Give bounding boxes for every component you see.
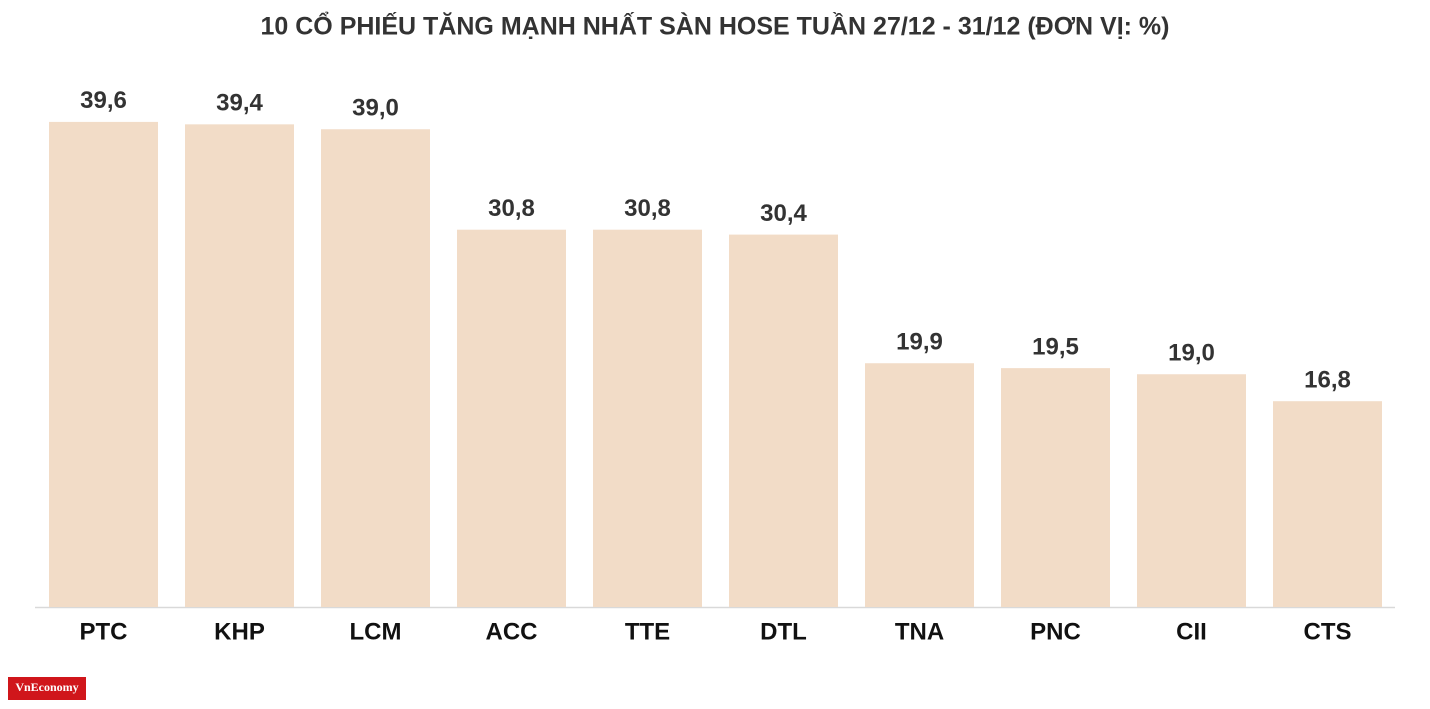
value-label: 39,0: [352, 95, 399, 122]
bar: [1137, 374, 1246, 607]
logo: VnEconomy: [15, 680, 78, 694]
x-tick-label: KHP: [214, 618, 265, 645]
x-tick-label: DTL: [760, 618, 807, 645]
x-tick-label: CII: [1176, 618, 1207, 645]
x-tick-label: TTE: [625, 618, 670, 645]
bar: [865, 363, 974, 607]
bar: [457, 229, 566, 607]
x-tick-label: ACC: [486, 618, 538, 645]
x-tick-label: PNC: [1030, 618, 1081, 645]
value-label: 30,4: [760, 200, 807, 227]
x-tick-label: PTC: [80, 618, 128, 645]
bar: [1273, 401, 1382, 607]
value-label: 19,9: [896, 329, 943, 356]
chart-title: 10 CỔ PHIẾU TĂNG MẠNH NHẤT SÀN HOSE TUẦN…: [261, 11, 1170, 41]
value-label: 39,6: [80, 87, 127, 114]
x-tick-label: TNA: [895, 618, 944, 645]
bar: [1001, 368, 1110, 607]
bar: [729, 234, 838, 607]
x-tick-label: LCM: [350, 618, 402, 645]
bar: [49, 121, 158, 608]
value-label: 19,0: [1168, 340, 1215, 367]
bar: [321, 129, 430, 607]
bar: [185, 124, 294, 607]
value-label: 30,8: [624, 195, 671, 222]
value-label: 19,5: [1032, 333, 1079, 360]
value-label: 39,4: [216, 90, 263, 117]
bar: [593, 229, 702, 607]
x-tick-label: CTS: [1304, 618, 1352, 645]
value-label: 30,8: [488, 195, 535, 222]
logo-box: [8, 677, 86, 700]
value-label: 16,8: [1304, 367, 1351, 394]
